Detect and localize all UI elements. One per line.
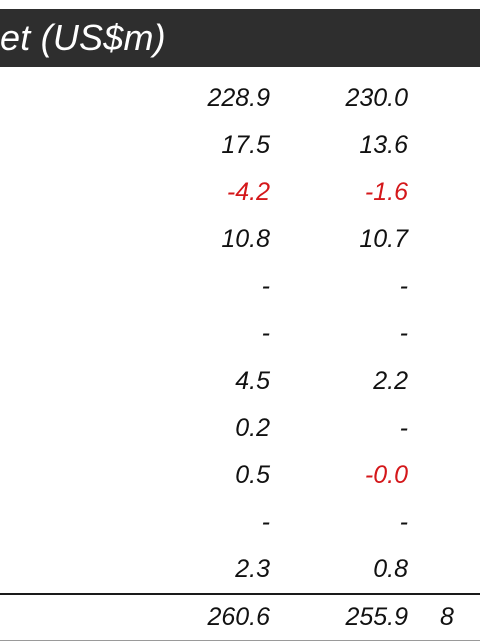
value-prior-negative: -0.0 xyxy=(364,461,408,489)
table-row: - - xyxy=(0,313,480,353)
value-prior: 13.6 xyxy=(359,131,408,159)
value-prior: 2.2 xyxy=(373,367,408,395)
table-title: et (US$m) xyxy=(0,17,166,58)
value-current: - xyxy=(261,319,270,347)
value-current: 0.2 xyxy=(235,414,270,442)
value-current: - xyxy=(261,272,270,300)
total-row: 260.6 255.9 8 xyxy=(0,597,480,637)
total-current: 260.6 xyxy=(207,603,270,631)
bottom-divider xyxy=(0,640,480,641)
table-row: - - xyxy=(0,266,480,306)
table-row: 0.5 -0.0 xyxy=(0,455,480,495)
total-next-cropped: 8 xyxy=(440,603,454,631)
total-divider xyxy=(0,593,480,595)
value-prior-negative: -1.6 xyxy=(364,178,408,206)
value-prior: - xyxy=(399,319,408,347)
table-row: 0.2 - xyxy=(0,408,480,448)
value-prior: - xyxy=(399,272,408,300)
value-prior: 230.0 xyxy=(345,84,408,112)
table-row: -4.2 -1.6 xyxy=(0,172,480,212)
value-prior: 10.7 xyxy=(359,225,408,253)
table-header-bar: et (US$m) xyxy=(0,9,480,67)
value-current-negative: -4.2 xyxy=(226,178,270,206)
table-row: 17.5 13.6 xyxy=(0,125,480,165)
value-current: 17.5 xyxy=(221,131,270,159)
table-row: - - xyxy=(0,502,480,542)
table-row: 228.9 230.0 xyxy=(0,78,480,118)
value-prior: - xyxy=(399,508,408,536)
table-row: 4.5 2.2 xyxy=(0,361,480,401)
table-row: 2.3 0.8 xyxy=(0,549,480,589)
value-current: 228.9 xyxy=(207,84,270,112)
value-current: 4.5 xyxy=(235,367,270,395)
value-current: 0.5 xyxy=(235,461,270,489)
value-current: 2.3 xyxy=(235,555,270,583)
value-prior: - xyxy=(399,414,408,442)
value-current: - xyxy=(261,508,270,536)
total-prior: 255.9 xyxy=(345,603,408,631)
value-current: 10.8 xyxy=(221,225,270,253)
table-row: 10.8 10.7 xyxy=(0,219,480,259)
value-prior: 0.8 xyxy=(373,555,408,583)
